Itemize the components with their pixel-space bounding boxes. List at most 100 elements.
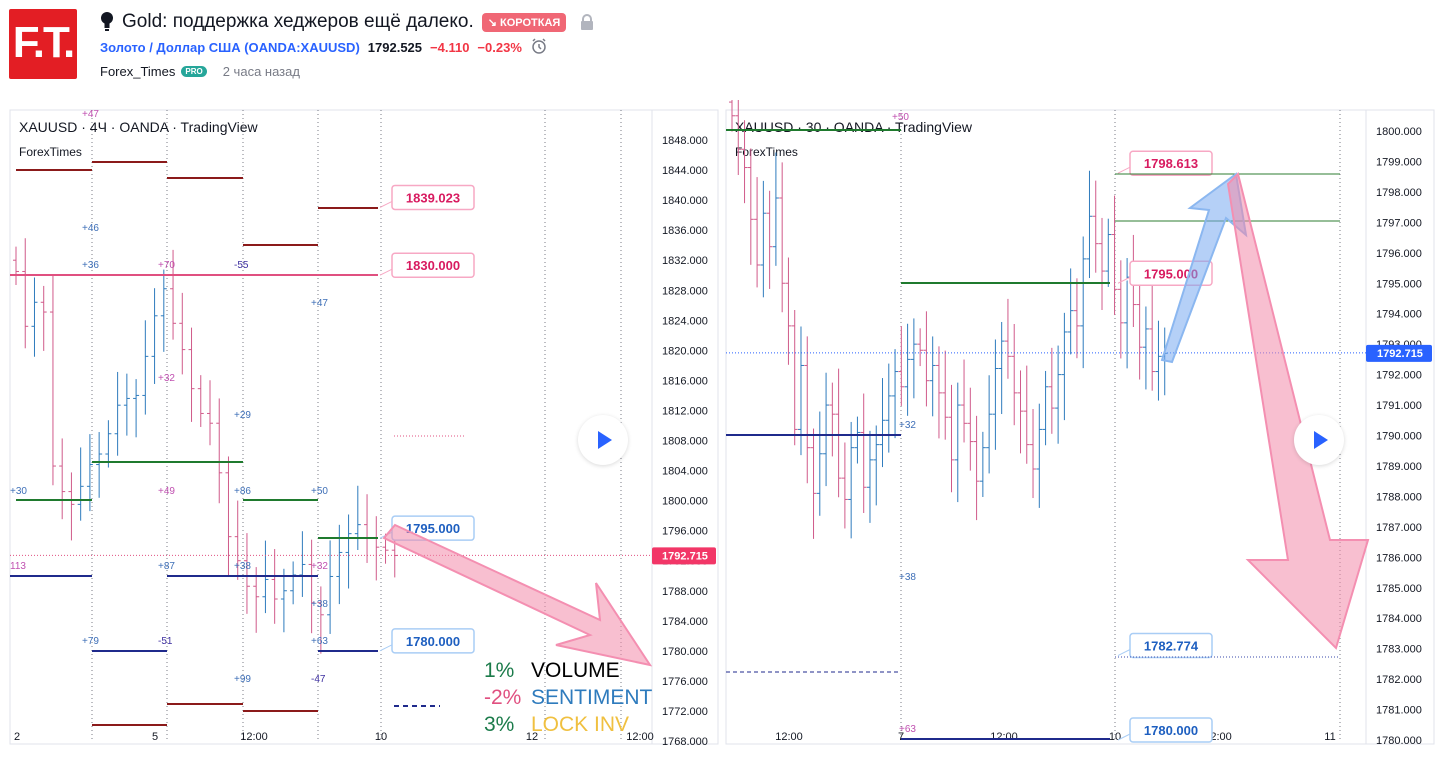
- level-tag: +38: [234, 561, 251, 572]
- y-tick-label: 1784.000: [662, 616, 708, 628]
- x-tick-label: 12:00: [626, 731, 654, 743]
- chart-title: XAUUSD · 30 · OANDA · TradingView: [735, 119, 973, 135]
- y-tick-label: 1780.000: [662, 646, 708, 658]
- y-tick-label: 1824.000: [662, 315, 708, 327]
- y-tick-label: 1812.000: [662, 405, 708, 417]
- symbol-price: 1792.525: [367, 39, 423, 55]
- level-tag: -55: [234, 260, 249, 271]
- author-logo[interactable]: F.T.: [9, 9, 77, 79]
- y-tick-label: 1790.000: [1376, 431, 1422, 443]
- y-tick-label: 1768.000: [662, 736, 708, 748]
- last-price-label: 1792.715: [662, 550, 708, 562]
- y-tick-label: 1783.000: [1376, 644, 1422, 656]
- author-name[interactable]: Forex_Times: [100, 63, 176, 79]
- y-tick-label: 1820.000: [662, 345, 708, 357]
- last-price-marker: [1366, 344, 1432, 362]
- callout-box: [391, 628, 475, 654]
- level-tag: +49: [158, 486, 175, 497]
- y-tick-label: 1795.000: [1376, 278, 1422, 290]
- y-tick-label: 1800.000: [1376, 126, 1422, 138]
- symbol-link[interactable]: Золото / Доллар США (OANDA:XAUUSD): [100, 39, 360, 55]
- y-tick-label: 1776.000: [662, 676, 708, 688]
- level-tag: +99: [234, 674, 251, 685]
- callout-box: [391, 252, 475, 278]
- callout-box: [1129, 150, 1213, 176]
- callout-label: 1795.000: [406, 521, 460, 536]
- level-tag: +36: [82, 260, 99, 271]
- callout-label: 1780.000: [406, 634, 460, 649]
- play-icon: [598, 431, 612, 449]
- y-tick-label: 1808.000: [662, 436, 708, 448]
- play-button-right[interactable]: [1294, 415, 1344, 465]
- level-tag: +32: [311, 561, 328, 572]
- level-tag: +29: [234, 410, 251, 421]
- level-tag: +47: [311, 298, 328, 309]
- y-tick-label: 1844.000: [662, 165, 708, 177]
- x-tick-label: 12:00: [240, 731, 268, 743]
- legend-label: VOLUME: [531, 659, 620, 682]
- level-tag: +70: [158, 260, 175, 271]
- callout-box: [391, 184, 475, 211]
- lock-icon: [580, 14, 594, 30]
- level-tag: 113: [10, 561, 26, 572]
- play-icon: [1314, 431, 1328, 449]
- y-tick-label: 1840.000: [662, 195, 708, 207]
- idea-header: F.T. Gold: поддержка хеджеров ещё далеко…: [0, 0, 1440, 100]
- y-tick-label: 1832.000: [662, 255, 708, 267]
- author-row: Forex_Times PRO 2 часа назад: [100, 62, 300, 80]
- y-tick-label: 1797.000: [1376, 217, 1422, 229]
- play-button-left[interactable]: [578, 415, 628, 465]
- callout-label: 1795.000: [1144, 266, 1198, 281]
- logo-text: F.T.: [12, 18, 75, 67]
- callout-label: 1830.000: [406, 258, 460, 273]
- y-tick-label: 1782.000: [1376, 674, 1422, 686]
- y-tick-label: 1792.000: [1376, 370, 1422, 382]
- y-tick-label: 1786.000: [1376, 552, 1422, 564]
- level-tag: +38: [311, 599, 328, 610]
- x-tick-label: 2: [14, 731, 20, 743]
- x-tick-label: 12:00: [775, 731, 803, 743]
- last-price-label: 1792.715: [1377, 348, 1423, 360]
- last-price-marker: [652, 547, 716, 565]
- level-tag: +32: [899, 420, 916, 431]
- level-tag: +79: [82, 636, 99, 647]
- y-tick-label: 1791.000: [1376, 400, 1422, 412]
- level-tag: +47: [82, 109, 99, 120]
- forecast-arrow: [382, 523, 653, 667]
- y-tick-label: 1780.000: [1376, 735, 1422, 747]
- y-tick-label: 1848.000: [662, 135, 708, 147]
- y-tick-label: 1785.000: [1376, 583, 1422, 595]
- pro-badge: PRO: [181, 65, 207, 77]
- y-tick-label: 1804.000: [662, 466, 708, 478]
- y-tick-label: 1798.000: [1376, 187, 1422, 199]
- level-tag: -51: [158, 636, 173, 647]
- y-tick-label: 1794.000: [1376, 309, 1422, 321]
- title-row: Gold: поддержка хеджеров ещё далеко. ↘ К…: [100, 10, 594, 34]
- lightbulb-icon: [100, 11, 114, 33]
- y-tick-label: 1800.000: [662, 496, 708, 508]
- y-tick-label: 1772.000: [662, 706, 708, 718]
- charts-area: 1848.000 1844.000 1840.000 1836.000 1832.000…: [9, 100, 1435, 748]
- chart-subtitle: ForexTimes: [19, 145, 82, 159]
- direction-badge: ↘ КОРОТКАЯ: [481, 12, 567, 32]
- level-tag: +46: [82, 223, 99, 234]
- legend-label: LOCK INV: [531, 713, 629, 736]
- y-tick-label: 1788.000: [1376, 491, 1422, 503]
- y-tick-label: 1784.000: [1376, 613, 1422, 625]
- level-tag: +87: [158, 561, 175, 572]
- legend-label: SENTIMENT: [531, 686, 653, 709]
- level-tag: +30: [10, 486, 27, 497]
- forecast-arrow: [1226, 172, 1370, 650]
- x-tick-label: 7: [898, 731, 904, 743]
- callout-label: 1782.774: [1144, 639, 1199, 654]
- symbol-change-pct: −0.23%: [477, 39, 522, 55]
- alarm-icon[interactable]: [530, 37, 548, 58]
- legend-pct: 1%: [484, 659, 514, 682]
- chart-title: XAUUSD · 4Ч · OANDA · TradingView: [19, 119, 258, 135]
- level-tag: +63: [311, 636, 328, 647]
- symbol-row: Золото / Доллар США (OANDA:XAUUSD) 1792.…: [100, 37, 548, 58]
- y-tick-label: 1788.000: [662, 586, 708, 598]
- callout-label: 1798.613: [1144, 156, 1198, 171]
- y-tick-label: 1796.000: [1376, 248, 1422, 260]
- level-tag: +38: [899, 572, 916, 583]
